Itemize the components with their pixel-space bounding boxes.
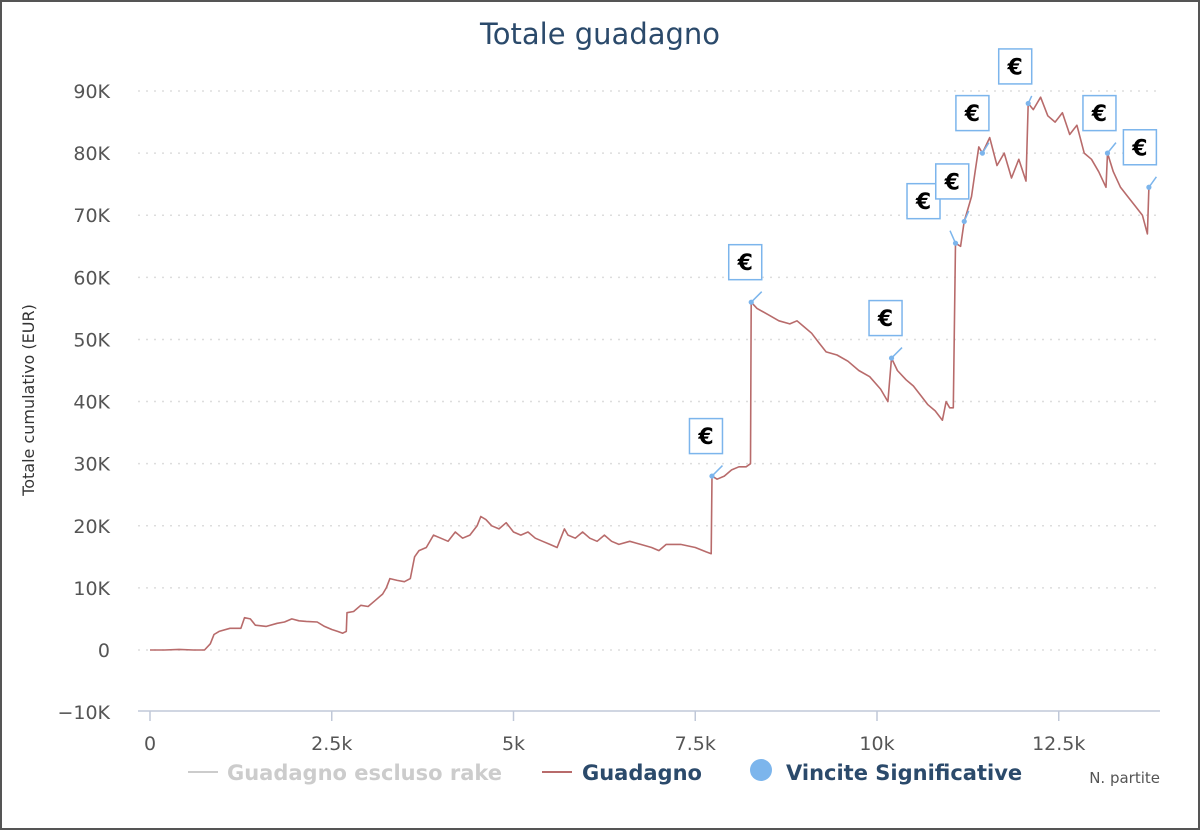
flag-point [979, 150, 986, 156]
flag-box [1122, 129, 1158, 166]
flag-box [955, 94, 990, 132]
x-tick-label: 7.5k [675, 733, 716, 755]
flag-point [748, 299, 754, 305]
flag-box [727, 243, 763, 281]
y-tick-label: −10K [57, 702, 110, 724]
grid-lines [138, 90, 1160, 651]
x-axis-label: N. partite [1089, 769, 1160, 787]
flag-box [688, 417, 724, 455]
legend-item-guadagno[interactable]: Guadagno [542, 761, 702, 785]
legend-label: Guadagno escluso rake [227, 761, 502, 785]
y-tick-label: 60K [73, 267, 110, 289]
flag-euro-label: € [1091, 102, 1107, 127]
x-tick-labels: 0 2.5k 5k 7.5k 10k 12.5k [144, 711, 1085, 755]
flag-euro-label: € [1131, 136, 1147, 161]
flag-point [888, 355, 895, 361]
legend: Guadagno escluso rake Guadagno Vincite S… [188, 759, 1022, 785]
flag-box [868, 299, 903, 337]
x-tick-label: 5k [502, 733, 525, 755]
x-tick-label: 12.5k [1032, 733, 1085, 755]
legend-label: Guadagno [582, 761, 702, 785]
chart-title: Totale guadagno [479, 17, 720, 51]
flag-euro-label: € [697, 425, 713, 450]
series-line-guadagno [150, 96, 1150, 651]
y-tick-labels: −10K 0 10K 20K 30K 40K 50K 60K 70K 80K 90K [57, 81, 110, 724]
legend-item-guadagno-escluso-rake[interactable]: Guadagno escluso rake [188, 761, 502, 785]
flag-euro-label: € [737, 251, 753, 276]
y-tick-label: 70K [73, 205, 110, 227]
flag-point [1104, 150, 1111, 156]
legend-circle-icon [750, 759, 772, 781]
series-layer [150, 96, 1150, 651]
flag-point [709, 473, 715, 479]
flag-point [961, 218, 967, 225]
flags-layer: € € € € € € € € € [688, 48, 1158, 479]
flag-box [1082, 94, 1117, 132]
y-tick-label: 10K [73, 578, 110, 600]
flag-euro-label: € [944, 170, 960, 195]
legend-label: Vincite Significative [786, 761, 1022, 785]
flag-box [906, 182, 941, 220]
y-tick-label: 90K [73, 81, 110, 103]
x-tick-label: 10k [859, 733, 894, 755]
flag-euro-label: € [877, 307, 893, 332]
flag-euro-label: € [915, 190, 931, 215]
flag-point [952, 240, 959, 246]
legend-item-vincite-significative[interactable]: Vincite Significative [750, 759, 1022, 785]
flag-point [1146, 184, 1152, 190]
flag-box [997, 48, 1033, 85]
y-axis-label: Totale cumulativo (EUR) [19, 304, 38, 497]
flag-euro-label: € [1007, 55, 1023, 80]
y-tick-label: 0 [98, 640, 110, 662]
flag-euro-label: € [964, 102, 980, 127]
flag-box [934, 163, 970, 200]
x-tick-label: 0 [144, 733, 156, 755]
y-tick-label: 50K [73, 329, 110, 351]
y-tick-label: 20K [73, 516, 110, 538]
y-tick-label: 80K [73, 143, 110, 165]
flag-point [1025, 100, 1031, 107]
y-tick-label: 30K [73, 454, 110, 476]
x-tick-label: 2.5k [311, 733, 352, 755]
y-tick-label: 40K [73, 392, 110, 414]
